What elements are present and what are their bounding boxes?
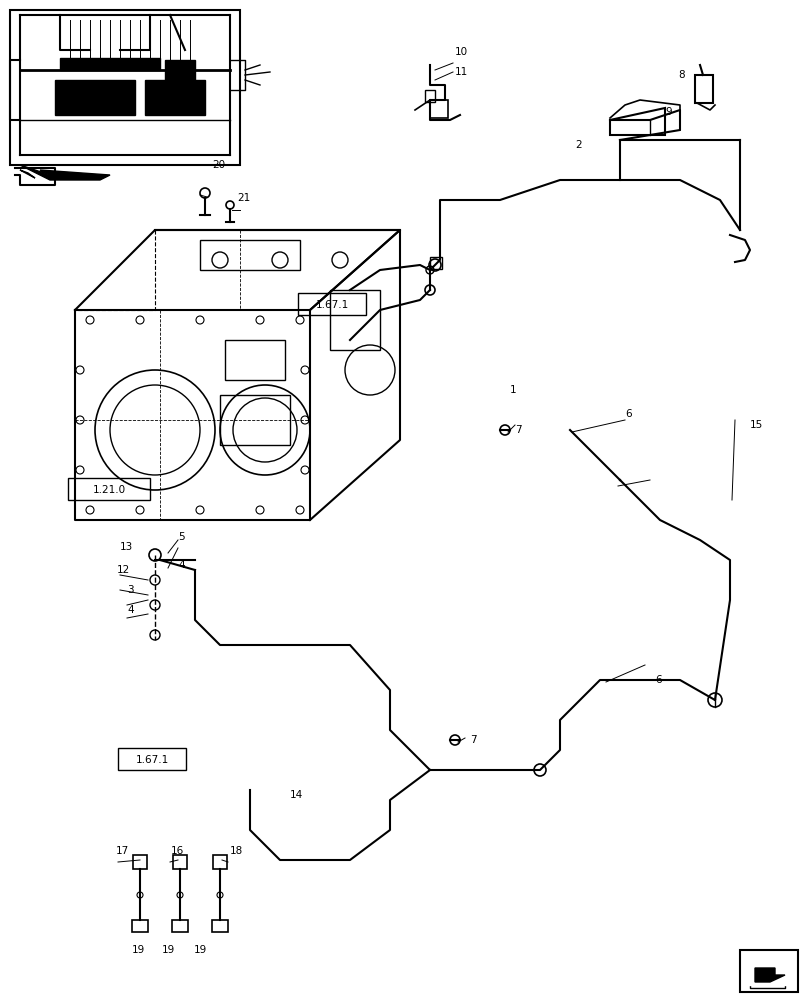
Text: 2: 2 (575, 140, 582, 150)
Bar (172, 920, 188, 932)
Text: 7: 7 (515, 425, 522, 435)
Bar (212, 920, 228, 932)
Text: 21: 21 (237, 193, 250, 203)
Bar (200, 240, 300, 270)
Bar (225, 340, 285, 380)
Text: 14: 14 (290, 790, 303, 800)
Text: 12: 12 (117, 565, 130, 575)
Text: 1.21.0: 1.21.0 (92, 485, 125, 495)
Bar (298, 293, 366, 315)
Polygon shape (20, 165, 110, 180)
Text: 1.67.1: 1.67.1 (315, 300, 348, 310)
Text: 4: 4 (178, 560, 184, 570)
Polygon shape (748, 960, 790, 985)
Text: 5: 5 (178, 532, 184, 542)
Bar (173, 855, 187, 869)
Text: 8: 8 (678, 70, 684, 80)
Text: 6: 6 (655, 675, 662, 685)
Bar (425, 90, 435, 102)
Bar (118, 748, 186, 770)
Bar (740, 950, 798, 992)
Text: 13: 13 (120, 542, 133, 552)
Text: 20: 20 (212, 160, 225, 170)
Text: 3: 3 (127, 585, 133, 595)
Text: 19: 19 (162, 945, 175, 955)
Bar (695, 75, 713, 103)
Text: 10: 10 (455, 47, 468, 57)
Text: 15: 15 (750, 420, 764, 430)
Text: 1.67.1: 1.67.1 (136, 755, 169, 765)
Bar (60, 58, 160, 70)
Text: 19: 19 (132, 945, 145, 955)
Text: 4: 4 (127, 605, 133, 615)
Bar (133, 855, 147, 869)
Text: 18: 18 (230, 846, 243, 856)
Bar (213, 855, 227, 869)
Bar (10, 10, 240, 165)
Bar (430, 100, 448, 118)
Bar (132, 920, 148, 932)
Bar (330, 290, 380, 350)
Polygon shape (20, 170, 35, 178)
Text: 17: 17 (116, 846, 129, 856)
Text: 1: 1 (510, 385, 516, 395)
Bar (220, 395, 290, 445)
Bar (68, 478, 150, 500)
Bar (145, 80, 205, 115)
Text: 7: 7 (470, 735, 477, 745)
Text: 9: 9 (665, 107, 671, 117)
Text: 6: 6 (625, 409, 632, 419)
Text: 19: 19 (194, 945, 207, 955)
Polygon shape (755, 968, 785, 982)
Bar (430, 257, 442, 269)
Text: 11: 11 (455, 67, 469, 77)
Bar (165, 60, 195, 80)
Bar (55, 80, 135, 115)
Text: 16: 16 (171, 846, 184, 856)
